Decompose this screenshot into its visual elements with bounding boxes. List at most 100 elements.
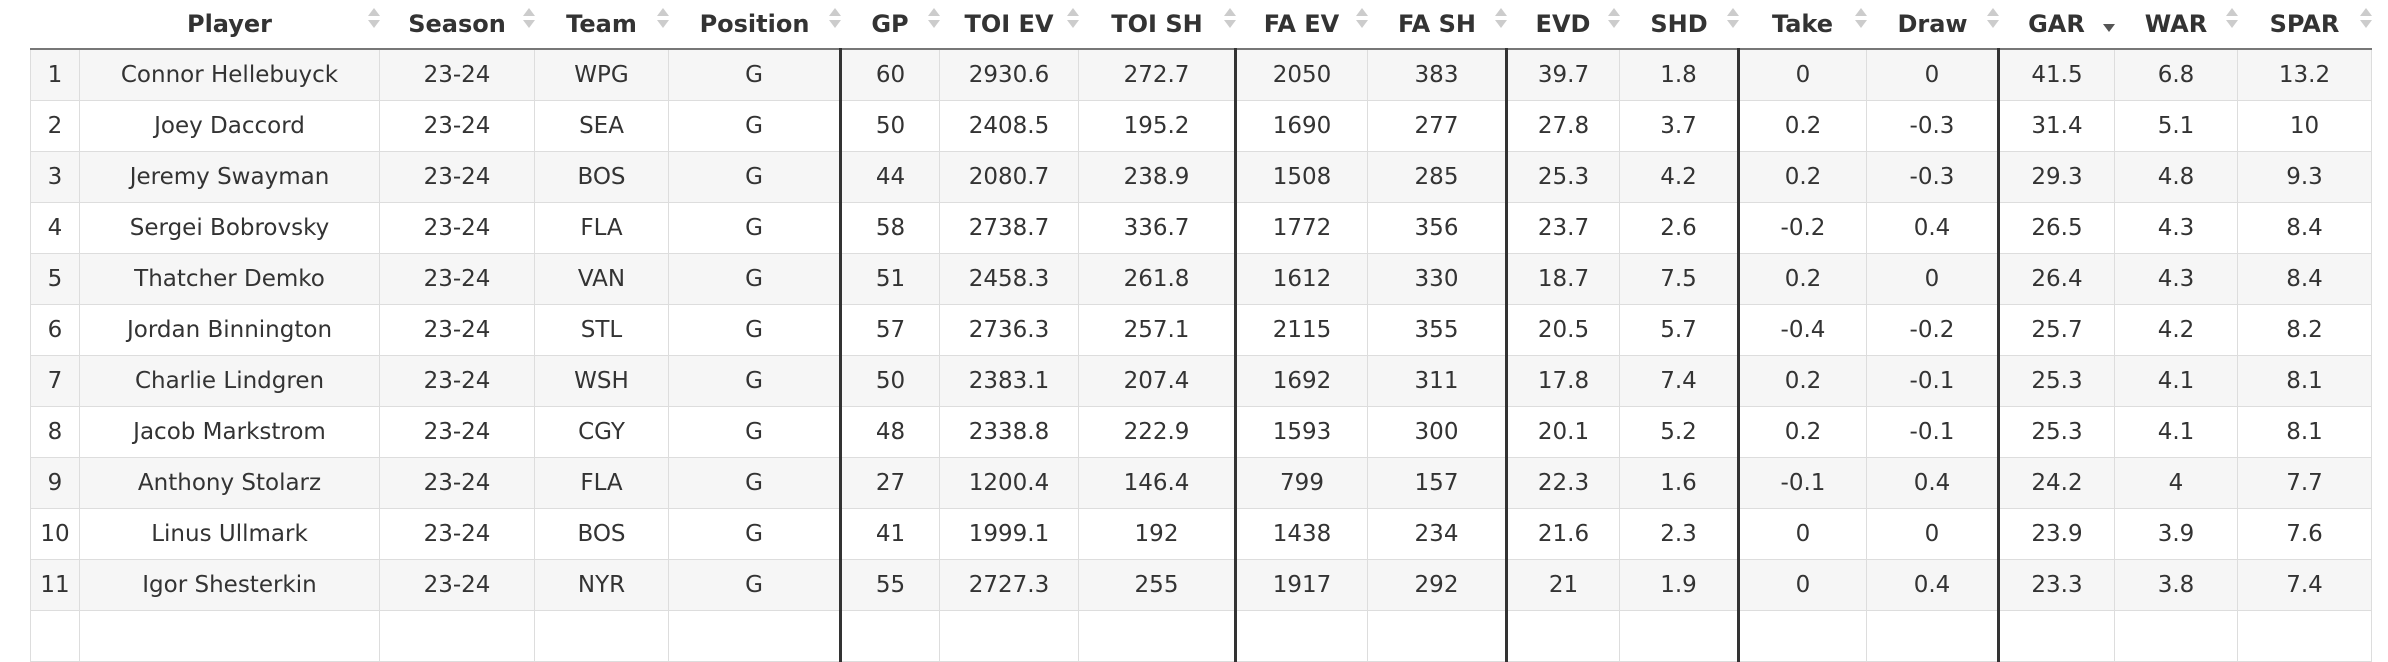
table-cell: 7.7	[2237, 457, 2372, 509]
table-cell: G	[668, 48, 841, 101]
table-cell: 0.4	[1866, 559, 1999, 611]
page: Player Season Team Position GP TOI EV TOI SH FA…	[30, 0, 2372, 662]
table-cell: 222.9	[1078, 406, 1236, 458]
table-cell: 0	[1737, 508, 1867, 560]
table-row: 10 Linus Ullmark 23-24 BOS G 41 1999.1 192 1438 2…	[30, 508, 2372, 560]
table-row: 9 Anthony Stolarz 23-24 FLA G 27 1200.4 146.4 79…	[30, 457, 2372, 509]
table-cell: 13.2	[2237, 48, 2372, 101]
table-cell: 25.3	[1505, 151, 1620, 203]
table-cell: Igor Shesterkin	[79, 559, 380, 611]
table-cell: 2383.1	[939, 355, 1079, 407]
table-cell: 5.2	[1619, 406, 1739, 458]
header-row: Player Season Team Position GP TOI EV TOI SH FA…	[30, 0, 2372, 50]
column-header[interactable]: TOI EV	[939, 0, 1079, 50]
column-header[interactable]: GAR	[1998, 0, 2115, 50]
header-label: Player	[186, 10, 273, 38]
table-cell: WPG	[534, 48, 669, 101]
table-cell	[1367, 610, 1507, 662]
column-header[interactable]: Player	[79, 0, 380, 50]
column-header[interactable]: Position	[668, 0, 841, 50]
table-cell: 1772	[1234, 202, 1368, 254]
column-header[interactable]: Draw	[1866, 0, 1999, 50]
column-header[interactable]: Team	[534, 0, 669, 50]
table-cell: 1508	[1234, 151, 1368, 203]
table-cell: -0.1	[1866, 355, 1999, 407]
table-cell: 0	[1866, 508, 1999, 560]
table-cell: 2338.8	[939, 406, 1079, 458]
table-cell: G	[668, 202, 841, 254]
column-header[interactable]: FA EV	[1235, 0, 1368, 50]
table-cell: -0.3	[1866, 100, 1999, 152]
table-cell: 27.8	[1505, 100, 1620, 152]
goalie-table: Player Season Team Position GP TOI EV TOI SH FA…	[30, 0, 2372, 662]
table-cell: 355	[1367, 304, 1507, 356]
table-cell: 7	[30, 355, 80, 407]
table-cell: 23.7	[1505, 202, 1620, 254]
table-cell: Jordan Binnington	[79, 304, 380, 356]
table-cell: 58	[839, 202, 940, 254]
table-cell: 55	[839, 559, 940, 611]
column-header[interactable]: Take	[1738, 0, 1867, 50]
table-cell: FLA	[534, 457, 669, 509]
table-cell	[1078, 610, 1236, 662]
table-cell: 5.7	[1619, 304, 1739, 356]
table-cell: 3	[30, 151, 80, 203]
table-cell: 60	[839, 48, 940, 101]
table-cell: 2.3	[1619, 508, 1739, 560]
table-cell: 25.3	[1997, 406, 2115, 458]
table-wrap: Player Season Team Position GP TOI EV TOI SH FA…	[30, 0, 2372, 662]
table-cell: G	[668, 151, 841, 203]
header-label: SPAR	[2269, 10, 2340, 38]
table-cell: 2080.7	[939, 151, 1079, 203]
table-cell: 1917	[1234, 559, 1368, 611]
table-cell	[1619, 610, 1739, 662]
table-cell: 238.9	[1078, 151, 1236, 203]
table-cell: 23-24	[379, 253, 535, 305]
table-cell: Anthony Stolarz	[79, 457, 380, 509]
column-header[interactable]: Season	[379, 0, 535, 50]
table-row: 5 Thatcher Demko 23-24 VAN G 51 2458.3 261.8 161…	[30, 253, 2372, 305]
table-cell: 23.9	[1997, 508, 2115, 560]
table-cell: 48	[839, 406, 940, 458]
column-header[interactable]: SPAR	[2237, 0, 2372, 50]
header-label: TOI SH	[1111, 10, 1203, 38]
table-cell: 799	[1234, 457, 1368, 509]
table-cell: 4.3	[2114, 202, 2238, 254]
table-cell	[1737, 610, 1867, 662]
column-header[interactable]: TOI SH	[1078, 0, 1236, 50]
table-cell: 146.4	[1078, 457, 1236, 509]
table-cell: 20.1	[1505, 406, 1620, 458]
table-cell: 4	[2114, 457, 2238, 509]
header-label: GP	[871, 10, 909, 38]
column-header[interactable]: SHD	[1619, 0, 1739, 50]
table-cell: 41.5	[1997, 48, 2115, 101]
table-cell: SEA	[534, 100, 669, 152]
table-cell: 51	[839, 253, 940, 305]
table-cell: Connor Hellebuyck	[79, 48, 380, 101]
table-cell: -0.2	[1866, 304, 1999, 356]
table-cell: 23-24	[379, 457, 535, 509]
table-cell: 330	[1367, 253, 1507, 305]
table-cell: 7.4	[1619, 355, 1739, 407]
column-header[interactable]: WAR	[2114, 0, 2238, 50]
table-cell: -0.2	[1737, 202, 1867, 254]
table-cell: 195.2	[1078, 100, 1236, 152]
column-header[interactable]: EVD	[1506, 0, 1620, 50]
table-cell: G	[668, 457, 841, 509]
column-header[interactable]: GP	[840, 0, 940, 50]
header-label: Take	[1771, 10, 1834, 38]
table-cell: 7.4	[2237, 559, 2372, 611]
table-cell: 0.2	[1737, 151, 1867, 203]
header-label: FA SH	[1398, 10, 1476, 38]
column-header[interactable]: FA SH	[1367, 0, 1507, 50]
table-row: 11 Igor Shesterkin 23-24 NYR G 55 2727.3 255 191…	[30, 559, 2372, 611]
table-cell: BOS	[534, 151, 669, 203]
table-cell: G	[668, 253, 841, 305]
header-label: Season	[408, 10, 506, 38]
table-cell: Charlie Lindgren	[79, 355, 380, 407]
table-cell: 21.6	[1505, 508, 1620, 560]
table-row: 3 Jeremy Swayman 23-24 BOS G 44 2080.7 238.9 150…	[30, 151, 2372, 203]
table-cell: 23-24	[379, 48, 535, 101]
header-label: Draw	[1897, 10, 1968, 38]
table-cell: 8.4	[2237, 202, 2372, 254]
